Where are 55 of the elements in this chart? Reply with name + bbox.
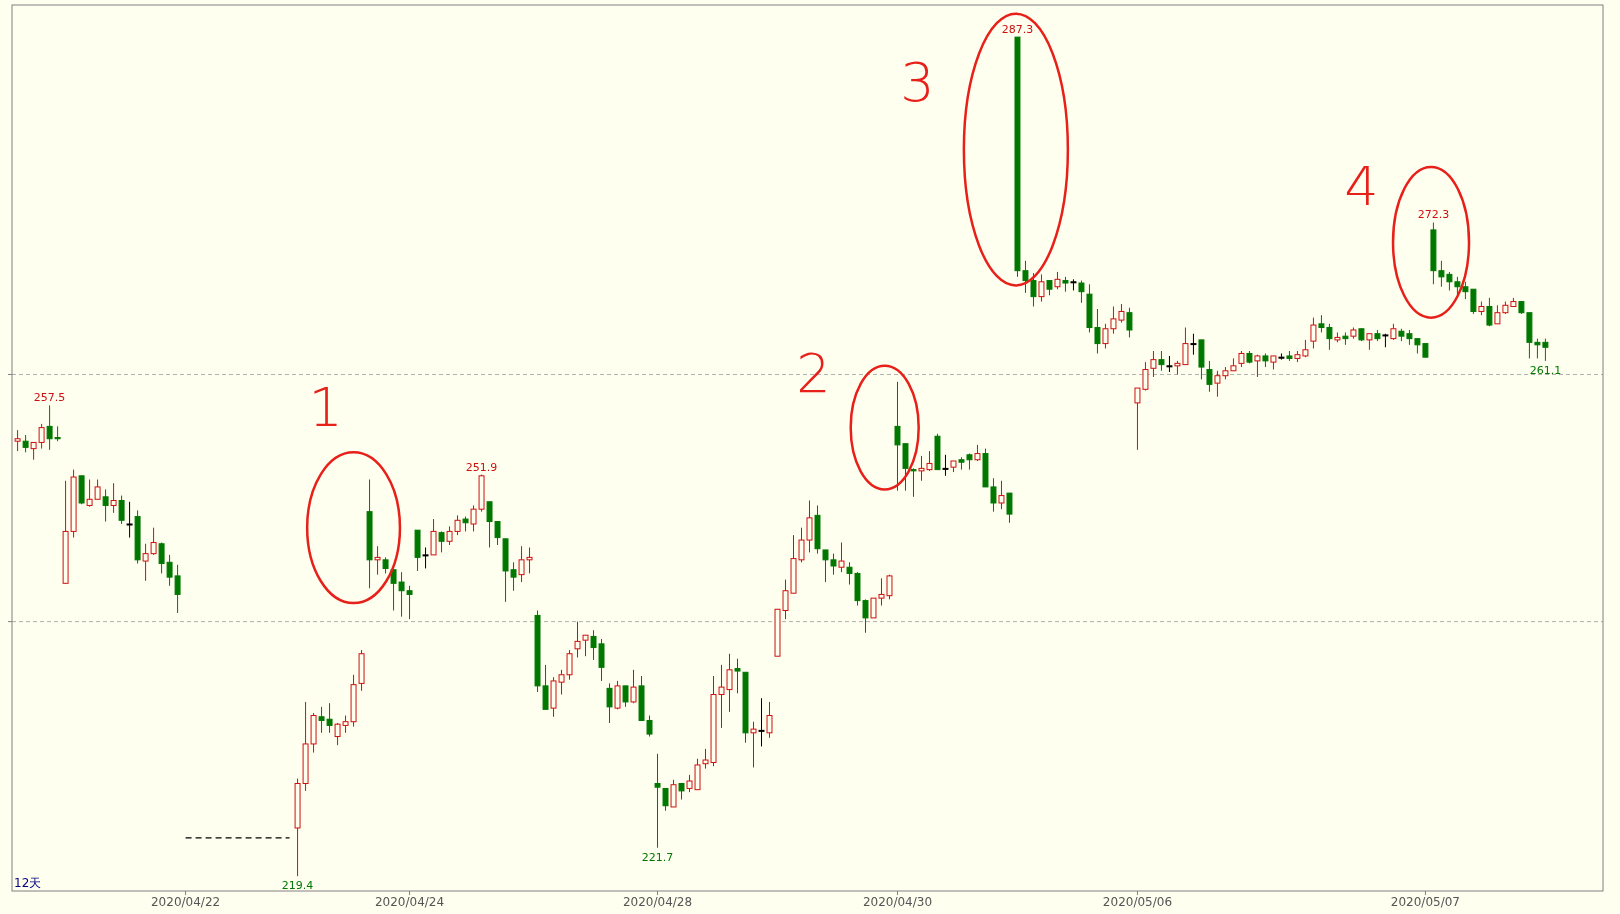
candlestick: [622, 685, 629, 708]
candlestick: [662, 787, 669, 812]
candlestick: [1150, 350, 1157, 378]
candlestick: [438, 530, 445, 553]
candlestick: [750, 721, 757, 768]
x-tick-label: 2020/04/28: [622, 895, 693, 909]
candlestick: [14, 429, 21, 452]
candlestick: [654, 753, 661, 849]
candlestick: [630, 669, 637, 704]
candlestick: [766, 701, 773, 739]
annotation: 3: [900, 50, 935, 114]
x-tick-label: 2020/04/30: [862, 895, 933, 909]
x-tick-label: 2020/05/07: [1390, 895, 1461, 909]
candlestick: [1030, 272, 1037, 308]
candlestick: [1190, 333, 1197, 356]
annotation: 219.4: [281, 879, 314, 893]
candlestick: [1206, 360, 1213, 393]
annotation: 2: [796, 342, 831, 406]
candlestick: [1006, 492, 1013, 524]
annotation: 1: [308, 375, 343, 439]
annotation: 221.7: [641, 850, 674, 864]
candlestick: [102, 488, 109, 523]
candlestick: [942, 454, 949, 477]
candlestick: [998, 480, 1005, 510]
candlestick: [126, 501, 133, 539]
annotation: 261.1: [1529, 363, 1562, 377]
candlestick: [582, 634, 589, 657]
candlestick: [606, 682, 613, 724]
candlestick: [1486, 297, 1493, 327]
candlestick: [670, 779, 677, 808]
candlestick: [910, 467, 917, 498]
x-tick-label: 2020/05/06: [1102, 895, 1173, 909]
annotation: 287.3: [1001, 23, 1034, 37]
annotation: 272.3: [1417, 208, 1450, 222]
candlestick: [574, 621, 581, 658]
candlestick: [118, 495, 125, 525]
candlestick: [430, 518, 437, 556]
candlestick: [1310, 317, 1317, 350]
candlestick: [758, 697, 765, 747]
candlestick: [374, 545, 381, 576]
candlestick: [1126, 307, 1133, 338]
candlestick: [1038, 273, 1045, 303]
candlestick: [422, 546, 429, 569]
candlestick: [614, 680, 621, 710]
annotation: 257.5: [33, 391, 66, 405]
candlestick: [838, 542, 845, 573]
candlestick: [1078, 280, 1085, 304]
candlestick: [110, 482, 117, 514]
x-tick-label: 2020/04/24: [374, 895, 445, 909]
candlestick: [1158, 350, 1165, 372]
annotation: 251.9: [465, 460, 498, 474]
candlestick: [734, 658, 741, 694]
x-tick-label: 2020/04/22: [150, 895, 221, 909]
annotation: 4: [1344, 154, 1379, 218]
annotation: 12天: [14, 876, 42, 890]
